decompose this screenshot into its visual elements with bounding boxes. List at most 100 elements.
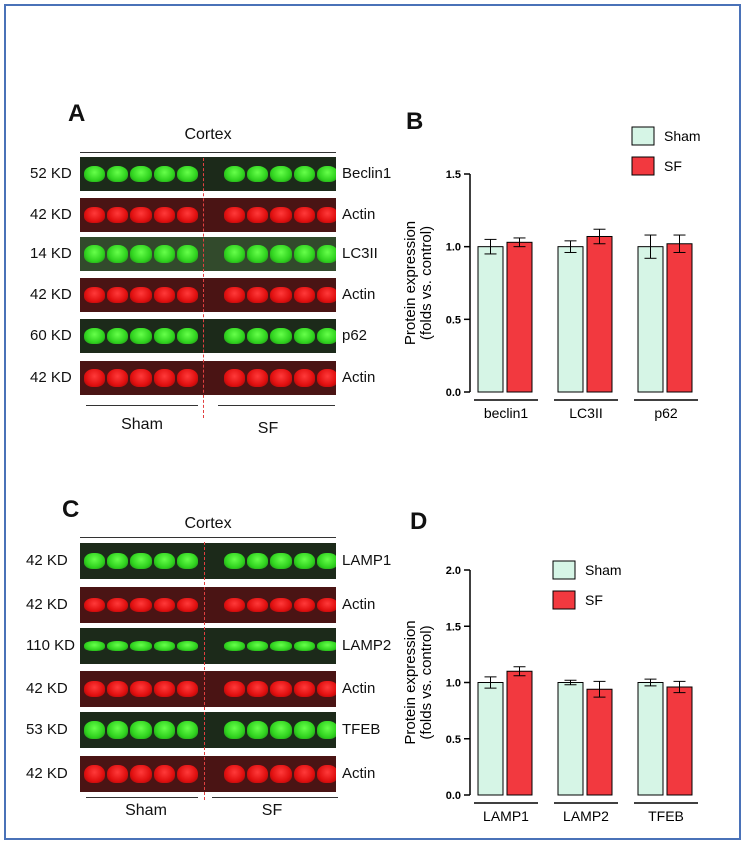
protein-label-beclin1: Beclin1 — [342, 165, 392, 182]
blot-band — [224, 681, 246, 697]
chart-d: 0.0 0.5 1.0 1.5 2.0 Protein expression (folds … — [402, 560, 698, 824]
blot-band — [270, 287, 292, 303]
blot-band — [130, 165, 152, 183]
blot-band — [107, 165, 129, 183]
blot-band — [270, 764, 292, 784]
blot-band — [247, 764, 269, 784]
blot-band — [107, 597, 129, 613]
blot-band — [84, 327, 106, 345]
blot-band — [153, 597, 175, 613]
blot-band — [224, 327, 246, 345]
blot-band — [107, 369, 129, 387]
kd-label: 42 KD — [30, 206, 72, 223]
blot-band — [84, 165, 106, 183]
blot-band — [293, 641, 315, 651]
legend-swatch-sham — [552, 560, 576, 580]
panel-letter-b: B — [406, 108, 424, 135]
blot-band — [176, 287, 198, 303]
protein-label-actin: Actin — [342, 765, 376, 782]
legend-label-sham: Sham — [664, 128, 701, 144]
blot-band — [176, 721, 198, 739]
blot-band — [224, 165, 246, 183]
blot-band — [130, 553, 152, 569]
blot-band — [84, 207, 106, 223]
blot-band — [270, 597, 292, 613]
figure-frame — [4, 4, 741, 840]
panel-letter-a: A — [68, 100, 86, 127]
blot-strip-lc3ii — [80, 237, 336, 271]
blot-band — [84, 245, 106, 263]
blot-band — [176, 597, 198, 613]
blot-band — [247, 681, 269, 697]
chart-b: 0.0 0.5 1.0 1.5 Protein expression (folds vs.… — [402, 126, 701, 421]
blot-band — [153, 641, 175, 651]
blot-band — [270, 641, 292, 651]
protein-label-actin: Actin — [342, 680, 376, 697]
blot-strip-tfeb — [80, 712, 336, 748]
y-tick-label: 0.5 — [446, 314, 461, 326]
blot-band — [130, 327, 152, 345]
blot-band — [107, 764, 129, 784]
blot-band — [176, 681, 198, 697]
blot-band — [316, 553, 336, 569]
legend-label-sham: Sham — [585, 562, 622, 578]
cortex-line-a — [80, 152, 336, 153]
blot-band — [224, 245, 246, 263]
blot-strip-actin — [80, 198, 336, 232]
blot-band — [293, 553, 315, 569]
blot-strip-beclin1 — [80, 157, 336, 191]
bar-sham-lamp2 — [557, 682, 584, 796]
blot-band — [153, 287, 175, 303]
blot-band — [247, 641, 269, 651]
blot-band — [84, 764, 106, 784]
y-tick-label: 1.0 — [446, 678, 461, 690]
x-tick-label: LAMP1 — [483, 808, 529, 824]
protein-label-actin: Actin — [342, 286, 376, 303]
kd-label: 42 KD — [26, 765, 68, 782]
blot-band — [270, 681, 292, 697]
blot-band — [247, 207, 269, 223]
blot-band — [293, 287, 315, 303]
blot-band — [153, 681, 175, 697]
blot-band — [270, 721, 292, 739]
bar-sham-beclin1 — [477, 246, 504, 393]
blot-band — [107, 681, 129, 697]
blot-band — [270, 327, 292, 345]
blot-band — [84, 553, 106, 569]
x-tick-label: TFEB — [648, 808, 684, 824]
blot-band — [247, 327, 269, 345]
blot-band — [176, 553, 198, 569]
bar-sf-beclin1 — [506, 241, 533, 393]
blot-band — [293, 245, 315, 263]
protein-label-p62: p62 — [342, 327, 368, 344]
bar-sf-tfeb — [666, 686, 693, 796]
blot-band — [176, 207, 198, 223]
legend-label-sf: SF — [585, 592, 603, 608]
kd-label: 42 KD — [30, 369, 72, 386]
blot-strip-lamp2 — [80, 628, 336, 664]
y-tick-label: 2.0 — [446, 565, 461, 577]
blot-band — [176, 641, 198, 651]
blot-strip-actin — [80, 587, 336, 623]
bar-sf-lc3ii — [586, 235, 613, 393]
blot-band — [153, 165, 175, 183]
protein-label-actin: Actin — [342, 206, 376, 223]
x-tick-label: LAMP2 — [563, 808, 609, 824]
y-axis-label: (folds vs. control) — [418, 226, 435, 340]
blot-band — [224, 287, 246, 303]
blot-band — [153, 207, 175, 223]
kd-label: 52 KD — [30, 165, 72, 182]
y-tick-label: 1.5 — [446, 169, 461, 181]
blot-band — [153, 764, 175, 784]
blot-band — [247, 165, 269, 183]
y-tick-label: 0.0 — [446, 387, 461, 399]
blot-band — [153, 721, 175, 739]
legend-swatch-sf — [552, 590, 576, 610]
blot-strip-actin — [80, 361, 336, 395]
blot-band — [316, 641, 336, 651]
blot-band — [247, 287, 269, 303]
y-axis-label: Protein expression — [402, 620, 419, 744]
kd-label: 110 KD — [26, 637, 75, 654]
blot-band — [316, 597, 336, 613]
blot-band — [270, 245, 292, 263]
